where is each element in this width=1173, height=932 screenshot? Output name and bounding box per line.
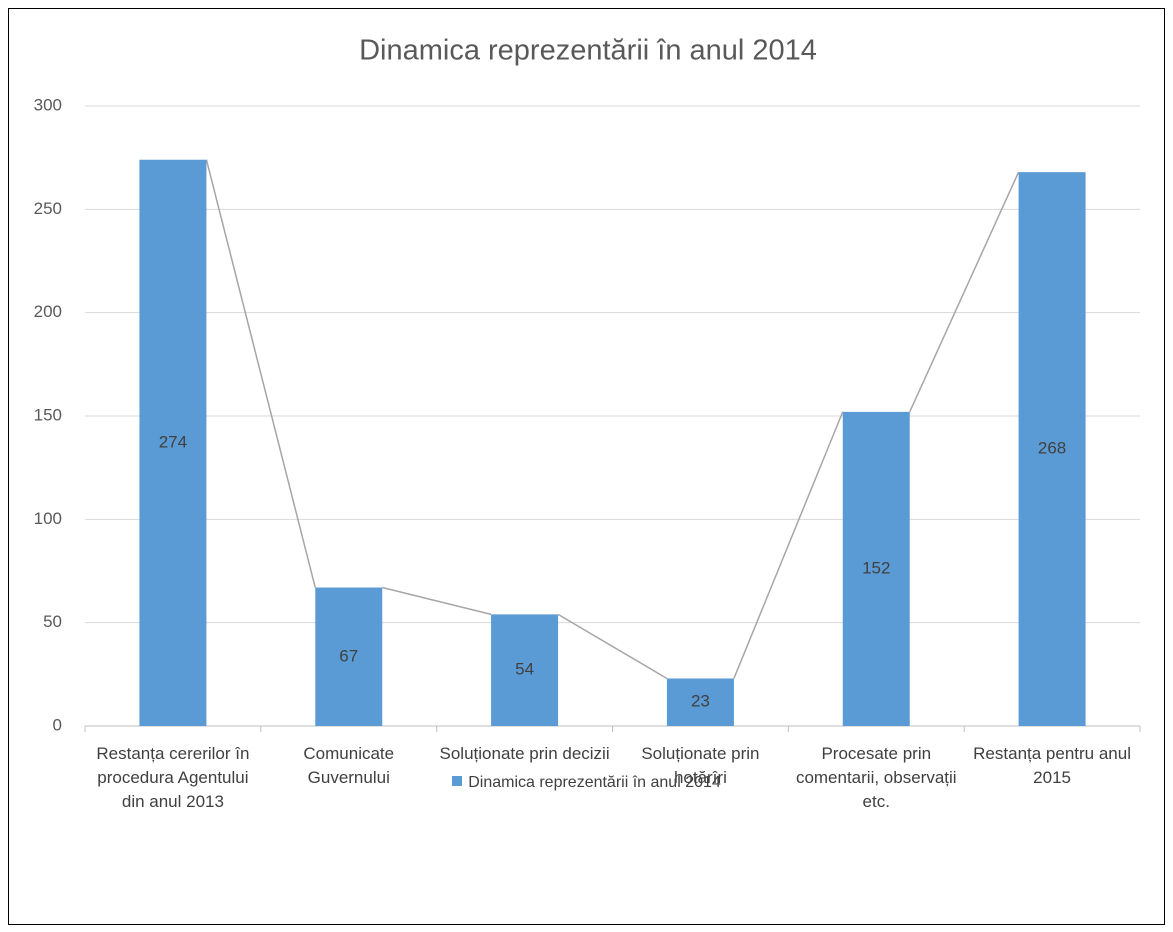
- connector: [909, 171, 1020, 413]
- connector: [733, 411, 844, 679]
- bar: [1018, 172, 1086, 727]
- y-tick-label: 100: [34, 509, 62, 528]
- bar: [842, 411, 910, 726]
- value-label: 54: [515, 660, 534, 679]
- legend-label: Dinamica reprezentării în anul 2014: [468, 774, 721, 791]
- x-tick-label: Restanța cererilor în procedura Agentulu…: [96, 744, 250, 811]
- x-tick-label: Restanța pentru anul 2015: [973, 744, 1131, 787]
- bar: [666, 678, 734, 726]
- value-label: 23: [691, 692, 710, 711]
- x-tick-label: Comunicate Guvernului: [303, 744, 395, 787]
- y-tick-label: 200: [34, 302, 62, 321]
- x-tick-label: Soluționate prin hotărîri: [641, 744, 760, 787]
- bar: [315, 587, 383, 726]
- x-tick-label: Soluționate prin decizii: [439, 744, 610, 763]
- legend: Dinamica reprezentării în anul 2014: [0, 774, 1173, 792]
- value-label: 152: [862, 558, 890, 577]
- y-tick-label: 0: [53, 715, 62, 734]
- y-tick-label: 150: [34, 405, 62, 424]
- connector: [557, 613, 668, 680]
- y-tick-label: 250: [34, 199, 62, 218]
- value-label: 274: [159, 432, 187, 451]
- connector: [382, 586, 492, 616]
- connector: [205, 159, 316, 588]
- x-tick-label: Procesate prin comentarii, observații et…: [795, 744, 957, 811]
- legend-swatch: [452, 776, 463, 786]
- value-label: 268: [1038, 439, 1066, 458]
- bar: [491, 614, 559, 726]
- chart-title: Dinamica reprezentării în anul 2014: [359, 35, 817, 67]
- value-label: 67: [339, 646, 358, 665]
- y-tick-label: 50: [43, 612, 62, 631]
- y-tick-label: 300: [34, 95, 62, 114]
- bar: [139, 159, 207, 726]
